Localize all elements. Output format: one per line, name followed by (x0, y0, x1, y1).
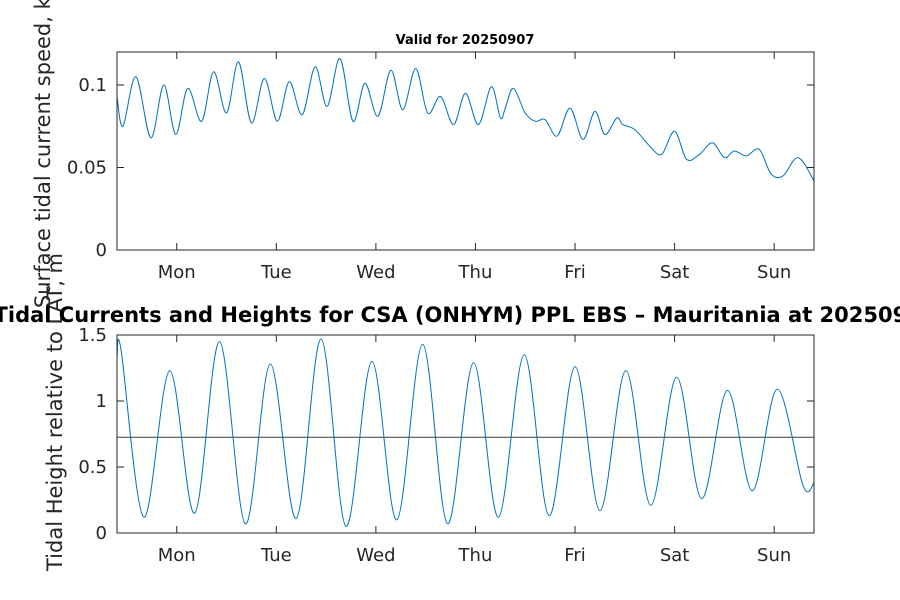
current-x-tick-label: Fri (564, 262, 585, 283)
height-y-tick-label: 0.5 (78, 457, 107, 478)
height-y-tick-label: 0 (96, 523, 107, 544)
height-y-axis-label: Tidal Height relative to LAT, m (43, 253, 67, 572)
tidal-height-series-line (116, 338, 815, 527)
figure-title: Tidal Currents and Heights for CSA (ONHY… (0, 303, 900, 327)
current-x-tick-label: Tue (260, 262, 292, 283)
height-x-tick-label: Sun (757, 545, 791, 566)
current-speed-series-line (116, 58, 815, 181)
height-x-tick-label: Sat (660, 545, 690, 566)
height-x-tick-label: Thu (458, 545, 493, 566)
current-y-tick-label: 0 (96, 240, 107, 261)
current-speed-chart: Valid for 20250907 Surface tidal current… (31, 0, 815, 308)
height-axes-box (116, 334, 815, 534)
current-x-tick-label: Thu (458, 262, 493, 283)
current-x-tick-label: Sun (757, 262, 791, 283)
height-y-tick-label: 1 (96, 391, 107, 412)
current-y-axis-label: Surface tidal current speed, knots (31, 0, 55, 308)
height-ticks: Mon Tue Wed Thu Fri Sat Sun 0 0.5 1 1.5 (78, 325, 814, 566)
tidal-height-chart: Tidal Height relative to LAT, m Mon Tue We… (43, 253, 815, 572)
height-y-tick-label: 1.5 (78, 325, 107, 346)
current-y-tick-label: 0.1 (78, 75, 107, 96)
current-x-tick-label: Sat (660, 262, 690, 283)
height-x-tick-label: Wed (356, 545, 395, 566)
height-x-tick-label: Fri (564, 545, 585, 566)
current-ticks: Mon Tue Wed Thu Fri Sat Sun 0 0.05 0.1 (67, 52, 814, 283)
height-x-tick-label: Tue (260, 545, 292, 566)
current-axes-box (116, 51, 815, 251)
current-y-tick-label: 0.05 (67, 158, 107, 179)
current-x-tick-label: Mon (158, 262, 196, 283)
current-chart-title: Valid for 20250907 (396, 33, 535, 48)
current-x-tick-label: Wed (356, 262, 395, 283)
height-x-tick-label: Mon (158, 545, 196, 566)
